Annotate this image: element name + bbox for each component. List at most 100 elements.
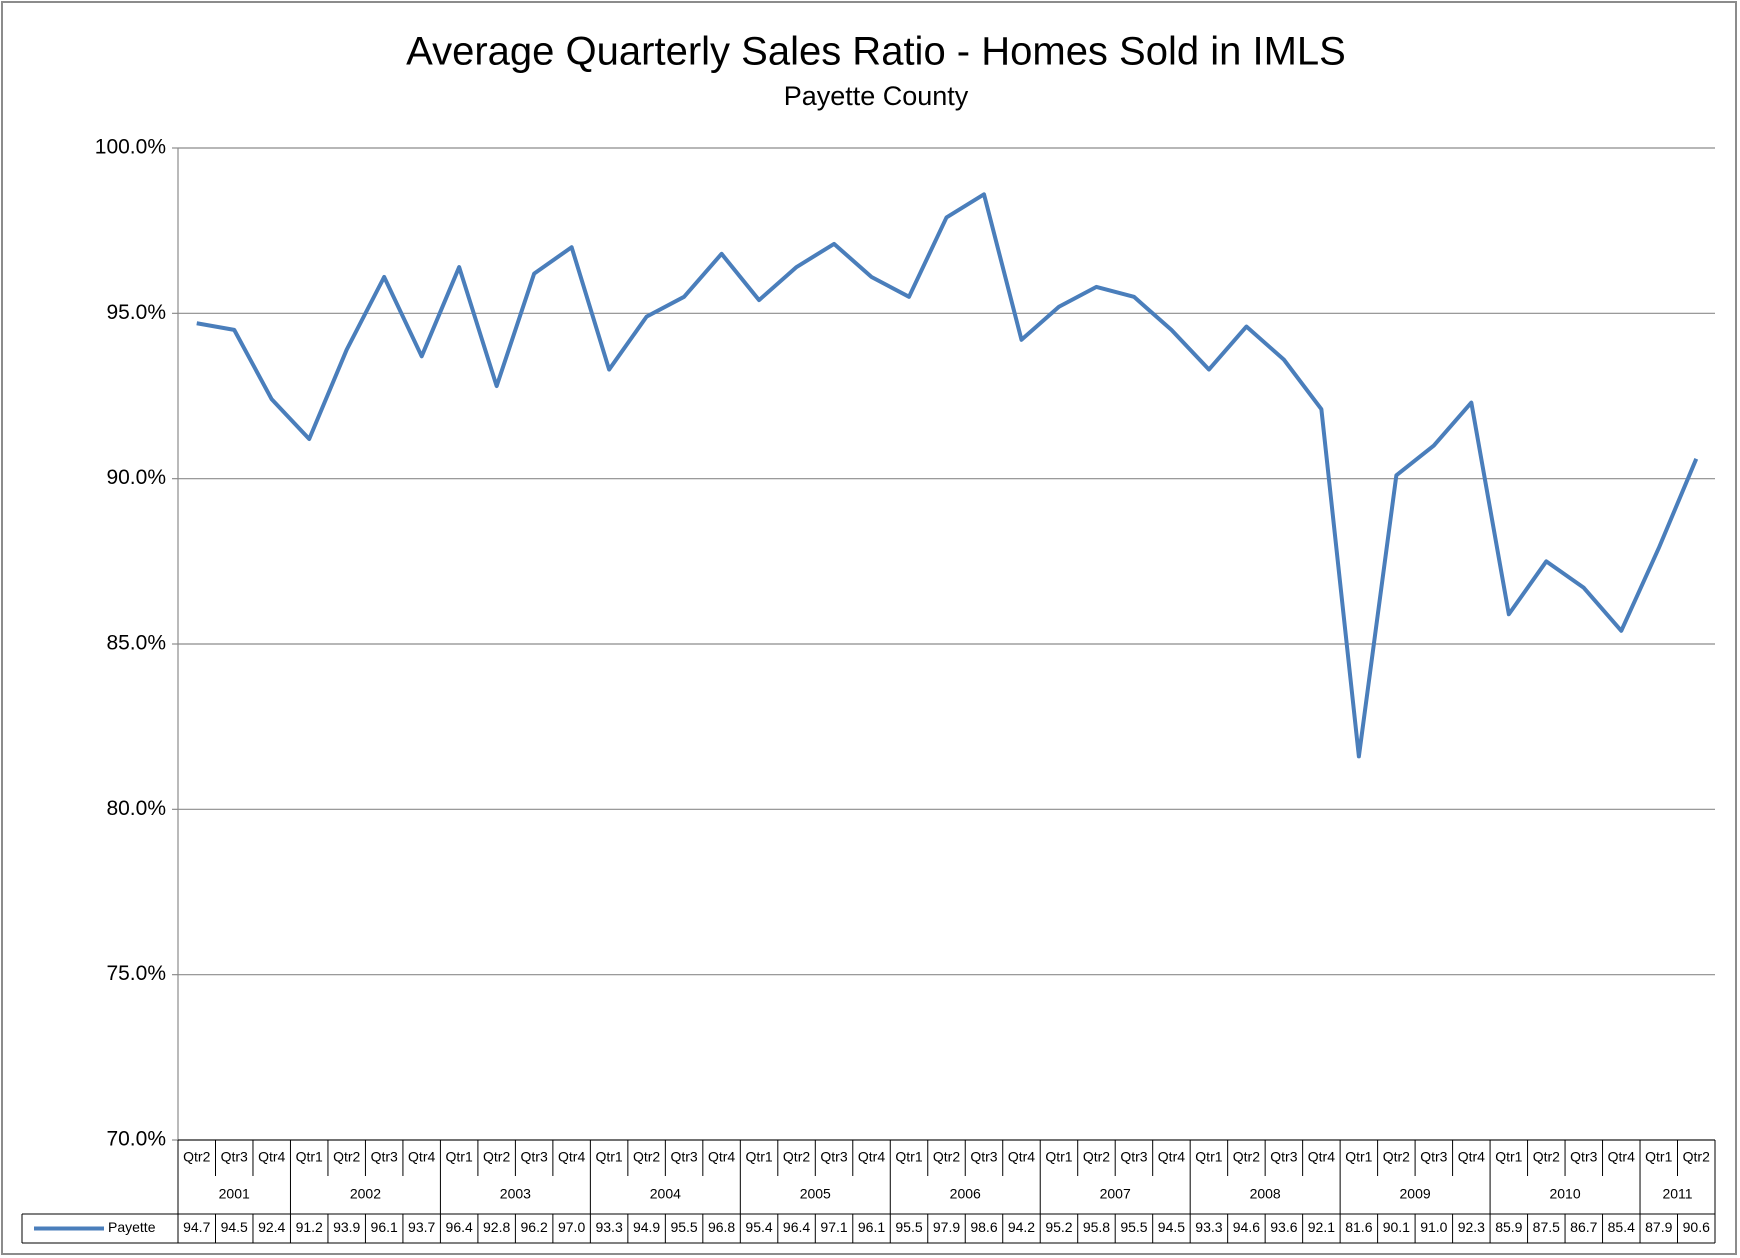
data-table-value: 97.1 xyxy=(820,1219,847,1235)
data-table-value: 96.4 xyxy=(783,1219,810,1235)
x-group-label: 2001 xyxy=(219,1186,250,1202)
data-table-value: 91.0 xyxy=(1420,1219,1447,1235)
x-group-label: 2010 xyxy=(1549,1186,1580,1202)
x-tick-label: Qtr3 xyxy=(820,1149,847,1165)
x-tick-label: Qtr2 xyxy=(333,1149,360,1165)
data-table-value: 91.2 xyxy=(296,1219,323,1235)
data-table-value: 94.2 xyxy=(1008,1219,1035,1235)
data-table-value: 81.6 xyxy=(1345,1219,1372,1235)
x-group-label: 2005 xyxy=(800,1186,831,1202)
data-table-value: 96.1 xyxy=(371,1219,398,1235)
data-table-value: 87.5 xyxy=(1533,1219,1560,1235)
x-tick-label: Qtr3 xyxy=(1120,1149,1147,1165)
x-group-label: 2007 xyxy=(1100,1186,1131,1202)
data-table-value: 95.5 xyxy=(1120,1219,1147,1235)
x-tick-label: Qtr2 xyxy=(633,1149,660,1165)
x-tick-label: Qtr1 xyxy=(1495,1149,1522,1165)
data-table-value: 96.4 xyxy=(446,1219,473,1235)
x-group-label: 2002 xyxy=(350,1186,381,1202)
x-tick-label: Qtr1 xyxy=(595,1149,622,1165)
x-tick-label: Qtr4 xyxy=(1158,1149,1185,1165)
data-table-value: 95.5 xyxy=(895,1219,922,1235)
data-table-value: 92.3 xyxy=(1458,1219,1485,1235)
x-tick-label: Qtr2 xyxy=(1383,1149,1410,1165)
x-tick-label: Qtr3 xyxy=(1270,1149,1297,1165)
data-table-value: 97.9 xyxy=(933,1219,960,1235)
x-tick-label: Qtr4 xyxy=(1008,1149,1035,1165)
x-tick-label: Qtr2 xyxy=(483,1149,510,1165)
x-tick-label: Qtr2 xyxy=(933,1149,960,1165)
x-tick-label: Qtr2 xyxy=(1533,1149,1560,1165)
data-table-value: 93.9 xyxy=(333,1219,360,1235)
data-table-value: 93.7 xyxy=(408,1219,435,1235)
data-table-value: 92.1 xyxy=(1308,1219,1335,1235)
data-table-value: 95.4 xyxy=(745,1219,772,1235)
x-tick-label: Qtr3 xyxy=(970,1149,997,1165)
y-tick-label: 70.0% xyxy=(106,1128,166,1151)
x-tick-label: Qtr4 xyxy=(1608,1149,1635,1165)
data-table-value: 94.6 xyxy=(1233,1219,1260,1235)
x-tick-label: Qtr4 xyxy=(1458,1149,1485,1165)
x-tick-label: Qtr1 xyxy=(1645,1149,1672,1165)
data-table-value: 90.1 xyxy=(1383,1219,1410,1235)
data-table-value: 86.7 xyxy=(1570,1219,1597,1235)
x-group-label: 2003 xyxy=(500,1186,531,1202)
x-tick-label: Qtr1 xyxy=(895,1149,922,1165)
data-table-value: 85.4 xyxy=(1608,1219,1635,1235)
x-tick-label: Qtr1 xyxy=(745,1149,772,1165)
x-tick-label: Qtr1 xyxy=(1195,1149,1222,1165)
x-tick-label: Qtr3 xyxy=(670,1149,697,1165)
x-tick-label: Qtr2 xyxy=(783,1149,810,1165)
data-table-value: 94.9 xyxy=(633,1219,660,1235)
chart-title: Average Quarterly Sales Ratio - Homes So… xyxy=(406,30,1346,74)
x-group-label: 2009 xyxy=(1400,1186,1431,1202)
x-tick-label: Qtr2 xyxy=(183,1149,210,1165)
x-tick-label: Qtr3 xyxy=(221,1149,248,1165)
x-tick-label: Qtr2 xyxy=(1083,1149,1110,1165)
data-table-value: 97.0 xyxy=(558,1219,585,1235)
x-tick-label: Qtr1 xyxy=(296,1149,323,1165)
data-table-value: 96.8 xyxy=(708,1219,735,1235)
y-tick-label: 90.0% xyxy=(106,466,166,489)
data-table-value: 93.6 xyxy=(1270,1219,1297,1235)
legend-label: Payette xyxy=(108,1219,156,1235)
data-table-value: 85.9 xyxy=(1495,1219,1522,1235)
chart-subtitle: Payette County xyxy=(784,81,969,111)
x-group-label: 2006 xyxy=(950,1186,981,1202)
x-tick-label: Qtr1 xyxy=(1045,1149,1072,1165)
x-tick-label: Qtr2 xyxy=(1233,1149,1260,1165)
x-tick-label: Qtr3 xyxy=(521,1149,548,1165)
data-table-value: 87.9 xyxy=(1645,1219,1672,1235)
x-group-label: 2004 xyxy=(650,1186,681,1202)
y-tick-label: 75.0% xyxy=(106,962,166,985)
data-table-value: 90.6 xyxy=(1683,1219,1710,1235)
x-tick-label: Qtr1 xyxy=(1345,1149,1372,1165)
data-table-value: 95.8 xyxy=(1083,1219,1110,1235)
x-tick-label: Qtr2 xyxy=(1683,1149,1710,1165)
data-table-value: 93.3 xyxy=(595,1219,622,1235)
data-table-value: 92.4 xyxy=(258,1219,285,1235)
x-tick-label: Qtr4 xyxy=(858,1149,885,1165)
data-table-value: 95.5 xyxy=(670,1219,697,1235)
x-tick-label: Qtr4 xyxy=(708,1149,735,1165)
y-tick-label: 85.0% xyxy=(106,632,166,655)
data-table-value: 95.2 xyxy=(1045,1219,1072,1235)
data-table-value: 92.8 xyxy=(483,1219,510,1235)
x-tick-label: Qtr3 xyxy=(1570,1149,1597,1165)
y-tick-label: 95.0% xyxy=(106,301,166,324)
data-table-value: 98.6 xyxy=(970,1219,997,1235)
data-table-value: 94.7 xyxy=(183,1219,210,1235)
data-table-value: 96.2 xyxy=(521,1219,548,1235)
x-tick-label: Qtr4 xyxy=(258,1149,285,1165)
data-table-value: 94.5 xyxy=(1158,1219,1185,1235)
x-tick-label: Qtr3 xyxy=(371,1149,398,1165)
x-tick-label: Qtr1 xyxy=(446,1149,473,1165)
x-tick-label: Qtr4 xyxy=(1308,1149,1335,1165)
y-tick-label: 80.0% xyxy=(106,797,166,820)
x-group-label: 2008 xyxy=(1250,1186,1281,1202)
y-tick-label: 100.0% xyxy=(95,136,166,159)
x-tick-label: Qtr4 xyxy=(408,1149,435,1165)
series-line xyxy=(196,192,1699,759)
